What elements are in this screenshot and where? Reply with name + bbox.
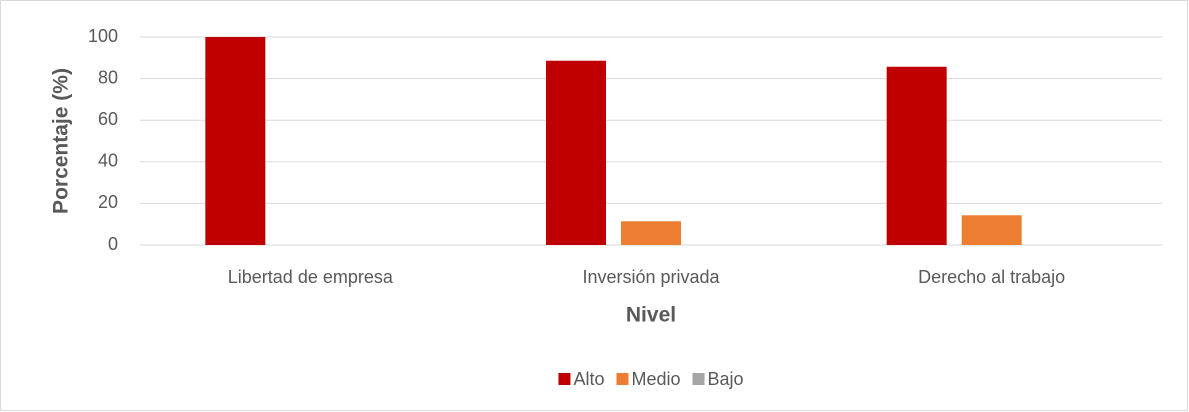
bar (546, 60, 606, 245)
y-tick-label: 40 (98, 151, 118, 171)
x-tick-label: Derecho al trabajo (918, 267, 1065, 287)
legend-label: Medio (631, 369, 680, 389)
y-tick-label: 20 (98, 192, 118, 212)
bar (205, 37, 266, 245)
y-tick-label: 80 (98, 67, 118, 87)
y-tick-label: 0 (108, 234, 118, 254)
legend-swatch (616, 373, 629, 385)
bar (886, 66, 947, 245)
y-tick-label: 60 (98, 109, 118, 129)
x-tick-label: Inversión privada (582, 267, 720, 287)
y-axis-title: Porcentaje (%) (50, 68, 73, 214)
bar (961, 215, 1022, 245)
legend-swatch (558, 373, 571, 385)
x-tick-label: Libertad de empresa (228, 267, 394, 287)
legend-label: Bajo (708, 369, 744, 389)
legend-swatch (692, 373, 705, 385)
x-axis-title: Nivel (626, 304, 676, 327)
y-tick-label: 100 (88, 26, 118, 46)
legend-label: Alto (573, 369, 604, 389)
bar (621, 221, 681, 245)
